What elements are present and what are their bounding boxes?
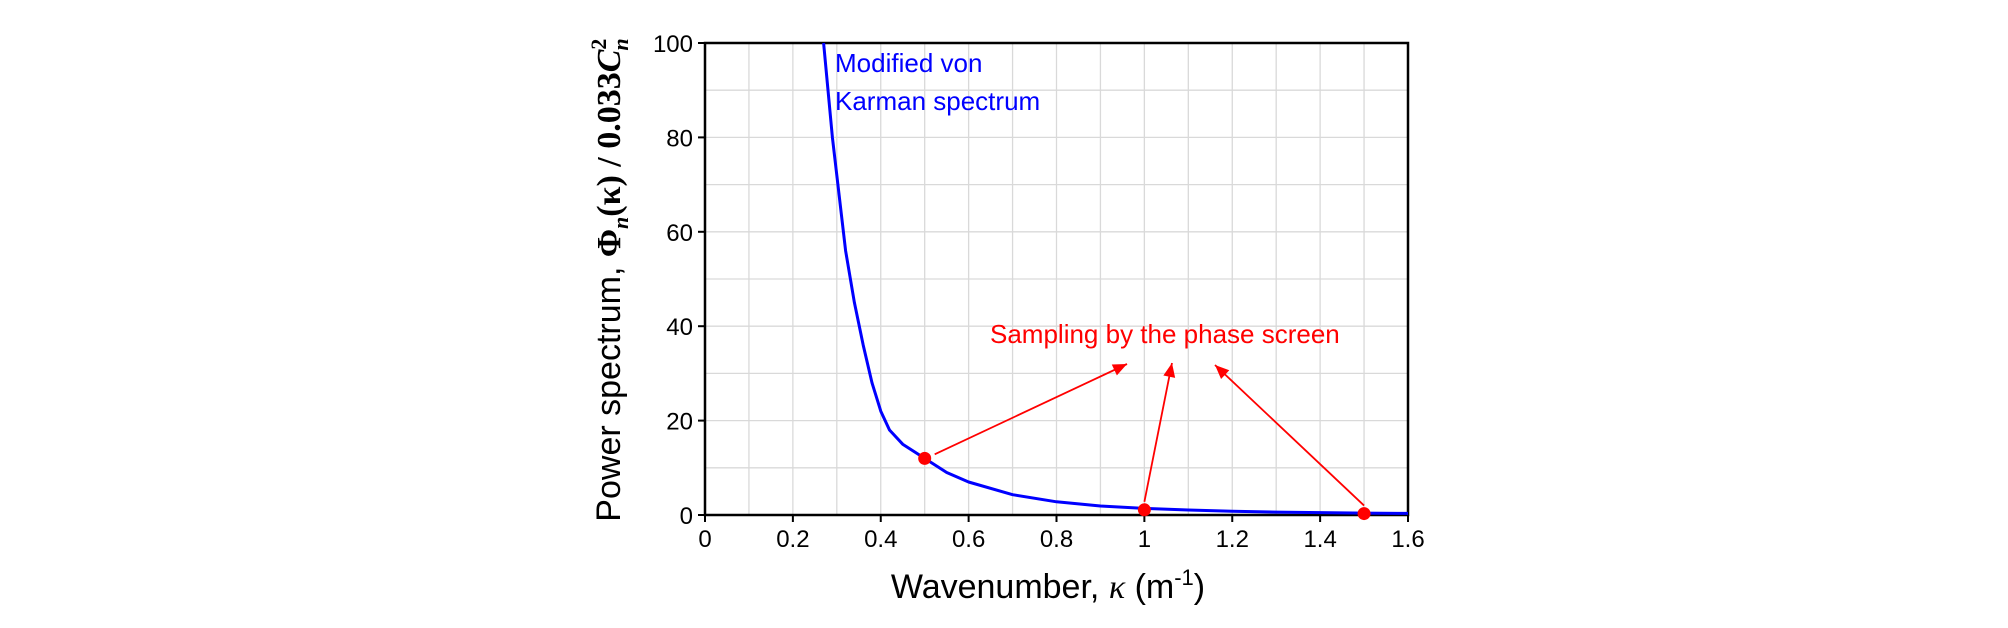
- sample-point: [918, 451, 932, 465]
- annotation-arrow-line: [1214, 364, 1365, 507]
- grid-lines: [705, 43, 1408, 515]
- y-axis-c-sup: 2: [586, 39, 611, 50]
- y-axis-mid: (κ) / 0.033: [591, 72, 628, 216]
- y-axis-ticks: 0 20 40 60 80 100: [653, 31, 705, 530]
- y-tick-label: 100: [653, 31, 693, 58]
- x-axis-unit-exponent: -1: [1174, 565, 1194, 590]
- sample-point: [1137, 503, 1151, 517]
- y-tick-label: 80: [666, 125, 693, 152]
- y-axis-title: Power spectrum, Φn(κ) / 0.033C2n: [586, 38, 633, 521]
- x-tick-label: 1: [1138, 526, 1151, 553]
- y-axis-symbol-sub: n: [608, 217, 633, 229]
- sample-point: [1357, 507, 1371, 521]
- y-tick-label: 0: [680, 503, 693, 530]
- y-axis-symbol: Φ: [591, 229, 628, 257]
- x-tick-label: 0.6: [952, 526, 985, 553]
- sample-points: [918, 451, 1371, 521]
- x-axis-unit-close: ): [1194, 568, 1205, 606]
- x-tick-label: 0: [698, 526, 711, 553]
- x-axis-symbol: κ: [1109, 569, 1126, 606]
- y-axis-c: C: [591, 49, 628, 72]
- annotation-arrow-head: [1111, 364, 1127, 376]
- series-label-line-2: Karman spectrum: [835, 86, 1040, 116]
- series-label-line-1: Modified von: [835, 48, 982, 78]
- annotation-sampling: Sampling by the phase screen: [990, 319, 1340, 349]
- x-tick-label: 0.2: [776, 526, 809, 553]
- x-axis-unit: (m: [1125, 568, 1174, 606]
- x-tick-label: 1.2: [1216, 526, 1249, 553]
- series-layer: [822, 42, 1409, 515]
- x-tick-label: 1.4: [1303, 526, 1336, 553]
- annotation-arrow-line: [1143, 362, 1173, 502]
- x-axis-title-text: Wavenumber,: [891, 568, 1109, 606]
- y-tick-label: 60: [666, 220, 693, 247]
- series-line: [822, 42, 1409, 515]
- x-axis-title: Wavenumber, κ (m-1): [891, 565, 1205, 606]
- y-axis-c-sub: n: [608, 38, 633, 50]
- y-axis-title-text: Power spectrum,: [590, 257, 628, 522]
- x-axis-ticks: 0 0.2 0.4 0.6 0.8 1 1.2 1.4 1.6: [698, 515, 1425, 553]
- annotation-arrow-line: [934, 363, 1128, 456]
- annotation-arrow-head: [1215, 365, 1230, 379]
- x-tick-label: 0.4: [864, 526, 897, 553]
- x-tick-label: 1.6: [1391, 526, 1424, 553]
- y-tick-label: 20: [666, 409, 693, 436]
- x-tick-label: 0.8: [1040, 526, 1073, 553]
- annotation-arrows: [934, 362, 1365, 507]
- y-tick-label: 40: [666, 314, 693, 341]
- annotation-arrow-head: [1163, 363, 1176, 378]
